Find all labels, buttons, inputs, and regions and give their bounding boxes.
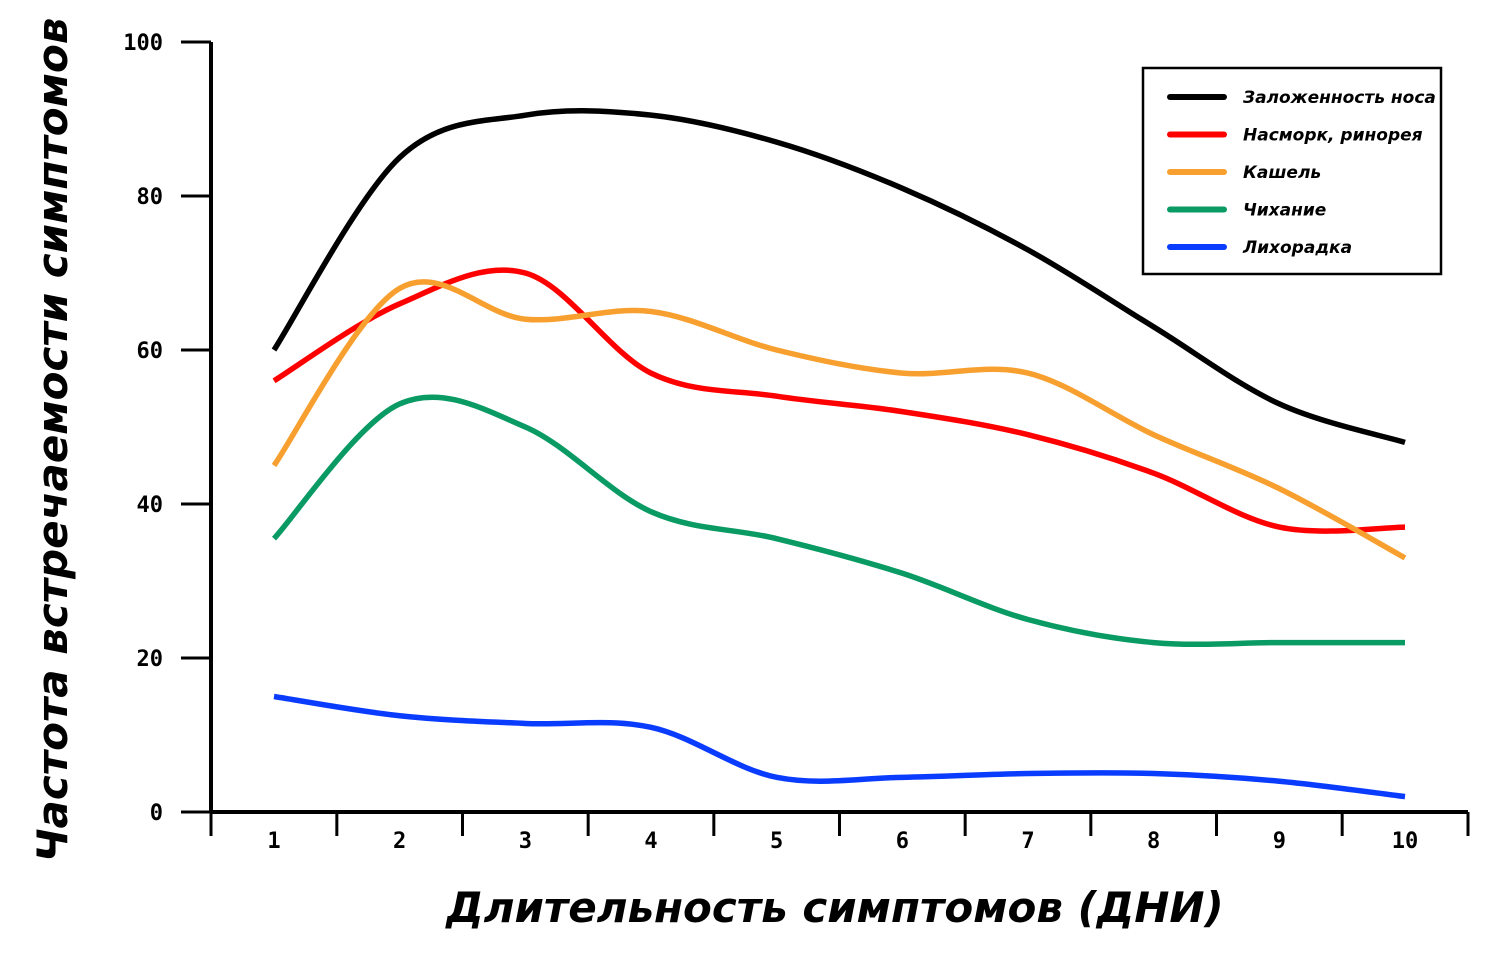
y-tick-label: 20 xyxy=(137,647,164,672)
x-tick-label: 3 xyxy=(519,829,532,854)
y-tick-label: 60 xyxy=(137,339,164,364)
x-ticks: 1 2 3 4 5 6 7 8 9 10 xyxy=(209,812,1470,854)
legend-label: Чихание xyxy=(1243,201,1326,221)
legend-label: Лихорадка xyxy=(1242,238,1352,258)
series-line-2 xyxy=(272,267,1406,534)
x-axis-title: Длительность симптомов (ДНИ) xyxy=(444,883,1223,932)
series-line-3 xyxy=(271,279,1407,561)
y-tick-label: 40 xyxy=(137,493,164,518)
legend-label: Насморк, ринорея xyxy=(1243,126,1423,146)
series-line-1 xyxy=(271,108,1406,446)
legend-label: Заложенность носа xyxy=(1242,88,1436,108)
x-tick-label: 6 xyxy=(896,829,909,854)
legend-label: Кашель xyxy=(1243,163,1321,183)
y-tick-label: 0 xyxy=(150,801,163,826)
x-tick-label: 8 xyxy=(1147,829,1160,854)
x-tick-label: 9 xyxy=(1273,829,1286,854)
x-tick-label: 7 xyxy=(1021,829,1034,854)
y-tick-label: 80 xyxy=(137,185,164,210)
x-tick-label: 1 xyxy=(267,829,280,854)
x-tick-label: 2 xyxy=(393,829,406,854)
y-tick-label: 100 xyxy=(123,31,163,56)
legend: Заложенность носа Насморк, ринорея Кашель Ч… xyxy=(1141,66,1443,276)
x-tick-label: 4 xyxy=(644,829,657,854)
x-tick-label: 10 xyxy=(1392,829,1419,854)
series-line-4 xyxy=(271,394,1405,648)
x-tick-label: 5 xyxy=(770,829,783,854)
y-axis-title: Частота встречаемости симптомов xyxy=(28,18,77,863)
series-line-5 xyxy=(273,693,1406,800)
series-lines xyxy=(271,108,1407,800)
y-ticks: 0 20 40 60 80 100 xyxy=(123,31,211,826)
